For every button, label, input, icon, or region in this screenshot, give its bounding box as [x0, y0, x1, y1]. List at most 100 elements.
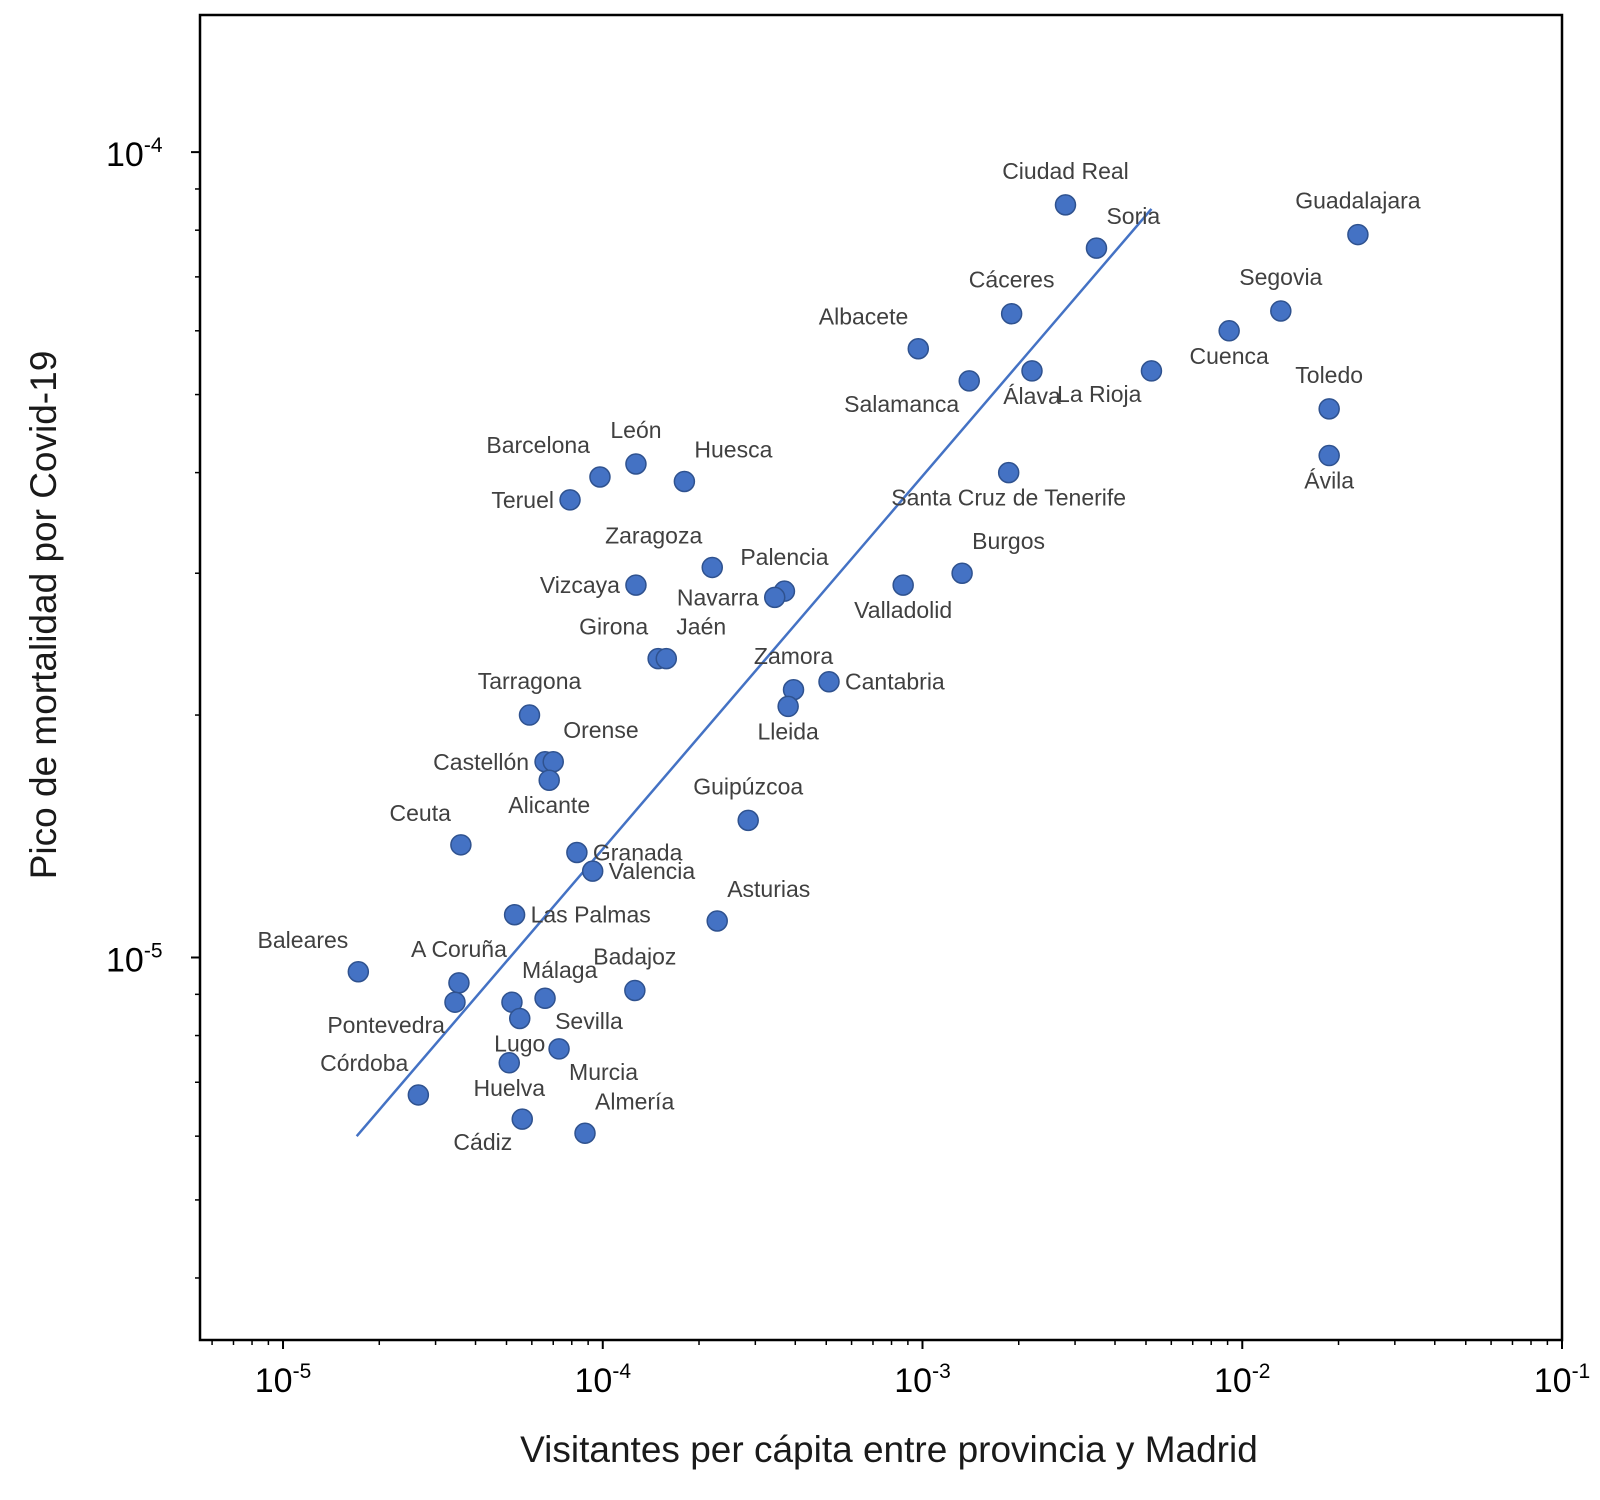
point-label: Albacete	[819, 304, 909, 330]
point-label: Guipúzcoa	[693, 773, 803, 799]
x-axis: 10-5 10-4 10-3 10-2 10-1	[211, 1340, 1590, 1400]
point-label: Valencia	[609, 858, 696, 884]
point-label: Lleida	[757, 718, 819, 744]
point-label: Valladolid	[854, 597, 952, 623]
y-axis-title: Pico de mortalidad por Covid-19	[23, 351, 64, 880]
data-point	[1021, 360, 1043, 382]
data-point	[1270, 300, 1292, 322]
data-point	[701, 556, 724, 579]
data-point	[1000, 302, 1023, 325]
point-label: Zamora	[754, 643, 833, 669]
data-point	[518, 704, 541, 726]
point-label: Tarragona	[478, 668, 582, 694]
data-point	[1318, 398, 1340, 420]
point-label: Girona	[579, 614, 648, 640]
data-point	[566, 841, 588, 864]
point-label: Palencia	[740, 544, 828, 570]
data-point	[347, 961, 370, 983]
point-label: Alicante	[508, 792, 590, 818]
point-label: Murcia	[569, 1059, 638, 1085]
data-point	[407, 1084, 430, 1106]
y-axis: 10-5 10-4	[106, 134, 200, 1279]
data-point	[589, 466, 611, 488]
x-tick-label: 10-5	[255, 1360, 312, 1400]
point-label: Ciudad Real	[1002, 158, 1129, 184]
data-point	[448, 972, 470, 994]
data-point	[542, 751, 564, 773]
data-point	[1318, 444, 1340, 467]
point-label: La Rioja	[1057, 381, 1142, 407]
data-point	[706, 910, 728, 932]
point-label: Salamanca	[844, 391, 959, 417]
data-point	[958, 370, 980, 392]
point-label: Málaga	[522, 957, 598, 983]
data-point	[1218, 320, 1240, 342]
data-point	[763, 586, 786, 609]
data-point	[951, 562, 973, 584]
data-point	[625, 453, 647, 475]
point-label: Burgos	[972, 528, 1045, 554]
point-label: Badajoz	[593, 943, 676, 969]
point-label: Cádiz	[453, 1129, 512, 1155]
data-point	[581, 860, 604, 882]
point-label: Orense	[563, 717, 638, 743]
point-label: Asturias	[727, 876, 810, 902]
data-point	[574, 1122, 596, 1145]
trendline	[355, 208, 1153, 1137]
data-point	[498, 1052, 521, 1074]
point-label: Castellón	[433, 749, 529, 775]
y-tick-label: 10-5	[106, 939, 163, 979]
point-label: Pontevedra	[327, 1012, 445, 1038]
data-point	[892, 574, 914, 596]
data-point	[655, 647, 678, 670]
point-label: Toledo	[1295, 362, 1363, 388]
data-point	[1140, 360, 1163, 382]
data-point	[450, 834, 472, 856]
point-label: Almería	[595, 1088, 674, 1114]
data-point	[737, 809, 759, 832]
point-label: Guadalajara	[1295, 188, 1421, 214]
x-tick-label: 10-2	[1214, 1360, 1271, 1400]
x-axis-title: Visitantes per cápita entre provincia y …	[520, 1429, 1258, 1470]
point-label: Zaragoza	[605, 522, 702, 548]
data-point	[673, 470, 696, 493]
data-point	[511, 1108, 533, 1130]
point-label: Álava	[1003, 383, 1061, 409]
point-label: Cantabria	[845, 669, 945, 695]
point-label: Jaén	[676, 614, 726, 640]
data-point	[548, 1038, 570, 1060]
point-label: Granada	[593, 840, 683, 866]
point-label: Huelva	[473, 1075, 545, 1101]
point-label: Ávila	[1304, 468, 1354, 494]
data-point	[444, 991, 466, 1013]
data-point	[1085, 237, 1108, 259]
point-label: Soria	[1106, 203, 1160, 229]
data-point	[907, 337, 930, 360]
point-label: Cáceres	[969, 267, 1055, 293]
data-point	[559, 489, 581, 511]
point-label: Sevilla	[555, 1008, 623, 1034]
data-point	[818, 670, 840, 693]
point-label: Baleares	[258, 927, 349, 953]
point-label: Huesca	[694, 436, 772, 462]
data-point	[1347, 223, 1369, 246]
data-point	[508, 1007, 531, 1030]
data-point	[538, 769, 560, 791]
point-label: Córdoba	[320, 1050, 408, 1076]
data-point	[534, 987, 556, 1009]
data-point	[625, 574, 647, 596]
data-point	[503, 903, 526, 926]
plot-area-frame	[198, 13, 1564, 1342]
x-tick-label: 10-3	[894, 1360, 951, 1400]
x-tick-label: 10-4	[575, 1360, 632, 1400]
data-point	[624, 979, 646, 1002]
point-label: Lugo	[494, 1030, 545, 1056]
point-label: Vizcaya	[540, 572, 620, 598]
y-tick-label: 10-4	[106, 134, 163, 174]
point-label: Barcelona	[486, 432, 590, 458]
data-point	[777, 695, 799, 718]
point-label: Segovia	[1239, 264, 1322, 290]
data-point	[997, 461, 1020, 484]
